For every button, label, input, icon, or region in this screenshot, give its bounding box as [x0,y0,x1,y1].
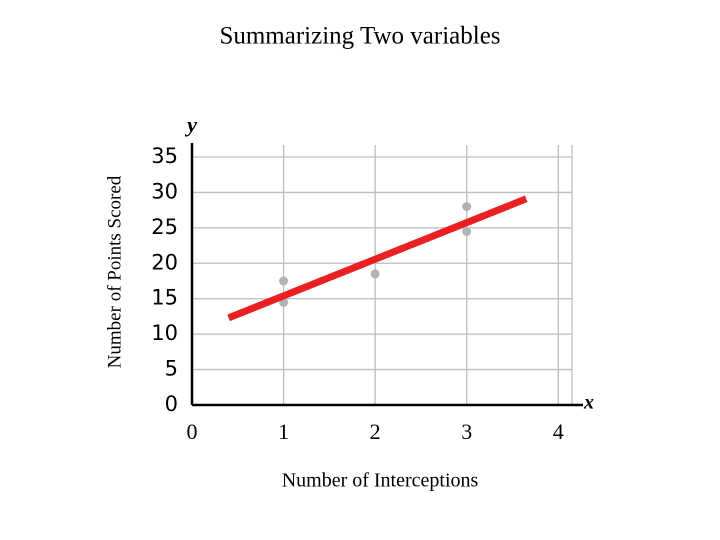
trend-line [227,195,528,322]
data-point [279,276,289,286]
data-point [462,226,472,236]
y-tick-label: 25 [151,215,178,239]
data-point [370,269,380,279]
x-tick-label: 0 [187,419,198,444]
chart-title: Summarizing Two variables [219,23,500,50]
y-tick-label: 20 [151,250,178,274]
y-axis-symbol: y [184,112,197,137]
data-point [462,202,472,212]
x-tick-label: 1 [278,419,289,444]
y-tick-label: 30 [151,179,178,203]
x-tick-label: 3 [461,419,472,444]
y-tick-label: 0 [165,392,178,416]
x-axis-symbol: x [583,392,594,414]
y-tick-label: 35 [151,144,178,168]
x-axis-label: Number of Interceptions [282,470,479,492]
y-tick-label: 10 [151,321,178,345]
y-axis-label: Number of Points Scored [104,175,125,368]
y-tick-label: 15 [151,286,178,310]
x-tick-label: 4 [553,419,564,444]
y-tick-label: 5 [165,357,178,381]
x-tick-label: 2 [370,419,381,444]
